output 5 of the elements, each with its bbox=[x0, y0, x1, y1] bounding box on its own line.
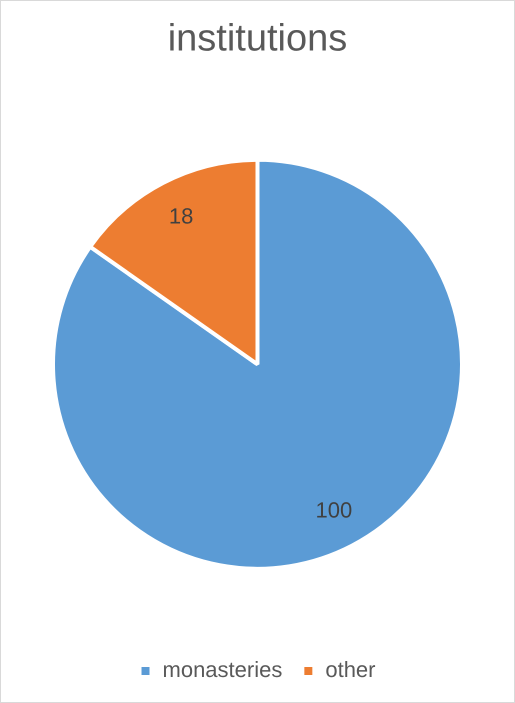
legend-label: monasteries bbox=[162, 657, 282, 682]
legend-label: other bbox=[325, 657, 376, 682]
data-label: 18 bbox=[168, 203, 194, 228]
chart-title: institutions bbox=[168, 17, 348, 60]
data-label: 100 bbox=[316, 497, 352, 522]
